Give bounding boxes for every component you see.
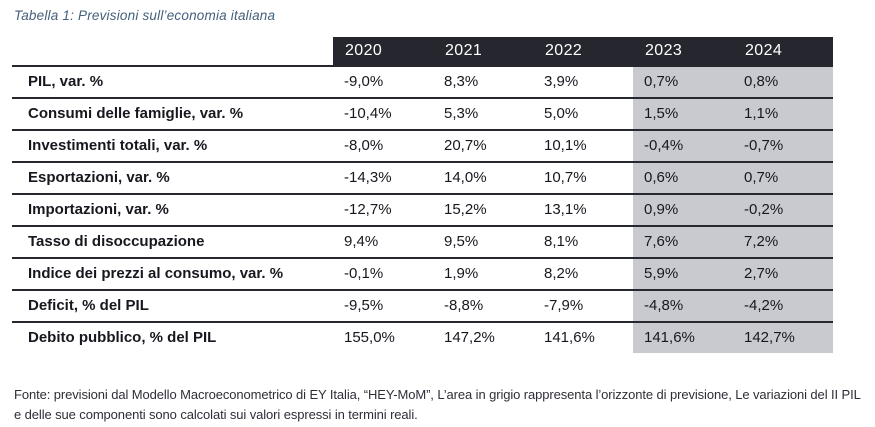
value-cell: 8,2% bbox=[544, 265, 579, 282]
value-cell: 141,6% bbox=[544, 329, 595, 346]
column-header-2021: 2021 bbox=[445, 42, 483, 59]
value-cell: 8,3% bbox=[444, 73, 479, 90]
value-cell: 1,9% bbox=[444, 265, 479, 282]
value-cell-forecast: -0,4% bbox=[633, 131, 733, 161]
table-row: Debito pubblico, % del PIL 155,0% 147,2%… bbox=[12, 321, 833, 353]
value-cell: -9,5% bbox=[344, 297, 384, 314]
table-row: Tasso di disoccupazione 9,4% 9,5% 8,1% 7… bbox=[12, 225, 833, 257]
row-label: PIL, var. % bbox=[28, 73, 104, 90]
value-cell-forecast: 141,6% bbox=[633, 323, 733, 353]
row-label: Deficit, % del PIL bbox=[28, 297, 149, 314]
value-cell: 13,1% bbox=[544, 201, 587, 218]
value-cell-forecast: 5,9% bbox=[633, 259, 733, 289]
row-label: Importazioni, var. % bbox=[28, 201, 169, 218]
row-label: Indice dei prezzi al consumo, var. % bbox=[28, 265, 284, 282]
value-cell-forecast: 142,7% bbox=[733, 323, 833, 353]
value-cell: -12,7% bbox=[344, 201, 392, 218]
value-cell-forecast: -4,8% bbox=[633, 291, 733, 321]
value-cell-forecast: 1,1% bbox=[733, 99, 833, 129]
table-row: Indice dei prezzi al consumo, var. % -0,… bbox=[12, 257, 833, 289]
row-label: Debito pubblico, % del PIL bbox=[28, 329, 217, 346]
value-cell: 5,3% bbox=[444, 105, 479, 122]
value-cell: -0,1% bbox=[344, 265, 384, 282]
column-header-2023: 2023 bbox=[645, 42, 683, 59]
value-cell: 10,7% bbox=[544, 169, 587, 186]
table-row: Investimenti totali, var. % -8,0% 20,7% … bbox=[12, 129, 833, 161]
value-cell-forecast: 7,6% bbox=[633, 227, 733, 257]
value-cell: -9,0% bbox=[344, 73, 384, 90]
value-cell: -10,4% bbox=[344, 105, 392, 122]
value-cell-forecast: -0,7% bbox=[733, 131, 833, 161]
forecast-table: 2020 2021 2022 2023 2024 PIL, var. % -9,… bbox=[12, 37, 833, 353]
table-row: Deficit, % del PIL -9,5% -8,8% -7,9% -4,… bbox=[12, 289, 833, 321]
header-spacer bbox=[12, 37, 333, 65]
value-cell: -8,8% bbox=[444, 297, 484, 314]
value-cell: 20,7% bbox=[444, 137, 487, 154]
value-cell-forecast: 7,2% bbox=[733, 227, 833, 257]
value-cell: -14,3% bbox=[344, 169, 392, 186]
value-cell: 9,4% bbox=[344, 233, 379, 250]
column-header-2022: 2022 bbox=[545, 42, 583, 59]
source-footnote: Fonte: previsioni dal Modello Macroecono… bbox=[14, 387, 861, 423]
value-cell: 9,5% bbox=[444, 233, 479, 250]
value-cell: 8,1% bbox=[544, 233, 579, 250]
value-cell-forecast: 0,6% bbox=[633, 163, 733, 193]
value-cell: -7,9% bbox=[544, 297, 584, 314]
row-label: Tasso di disoccupazione bbox=[28, 233, 205, 250]
value-cell-forecast: 0,7% bbox=[633, 67, 733, 97]
row-label: Esportazioni, var. % bbox=[28, 169, 170, 186]
row-label: Consumi delle famiglie, var. % bbox=[28, 105, 244, 122]
column-header-2024: 2024 bbox=[745, 42, 783, 59]
value-cell: 5,0% bbox=[544, 105, 579, 122]
value-cell: 155,0% bbox=[344, 329, 395, 346]
year-header-band: 2020 2021 2022 2023 2024 bbox=[333, 37, 833, 65]
value-cell-forecast: -4,2% bbox=[733, 291, 833, 321]
value-cell: 15,2% bbox=[444, 201, 487, 218]
value-cell: -8,0% bbox=[344, 137, 384, 154]
table-row: Consumi delle famiglie, var. % -10,4% 5,… bbox=[12, 97, 833, 129]
value-cell: 14,0% bbox=[444, 169, 487, 186]
table-header-row: 2020 2021 2022 2023 2024 bbox=[12, 37, 833, 65]
value-cell-forecast: 0,7% bbox=[733, 163, 833, 193]
column-header-2020: 2020 bbox=[345, 42, 383, 59]
value-cell: 10,1% bbox=[544, 137, 587, 154]
table-row: Esportazioni, var. % -14,3% 14,0% 10,7% … bbox=[12, 161, 833, 193]
value-cell-forecast: -0,2% bbox=[733, 195, 833, 225]
table-row: PIL, var. % -9,0% 8,3% 3,9% 0,7% 0,8% bbox=[12, 65, 833, 97]
table-row: Importazioni, var. % -12,7% 15,2% 13,1% … bbox=[12, 193, 833, 225]
value-cell-forecast: 0,9% bbox=[633, 195, 733, 225]
row-label: Investimenti totali, var. % bbox=[28, 137, 208, 154]
table-title: Tabella 1: Previsioni sull’economia ital… bbox=[14, 8, 276, 23]
value-cell-forecast: 1,5% bbox=[633, 99, 733, 129]
value-cell-forecast: 0,8% bbox=[733, 67, 833, 97]
value-cell-forecast: 2,7% bbox=[733, 259, 833, 289]
value-cell: 147,2% bbox=[444, 329, 495, 346]
value-cell: 3,9% bbox=[544, 73, 579, 90]
